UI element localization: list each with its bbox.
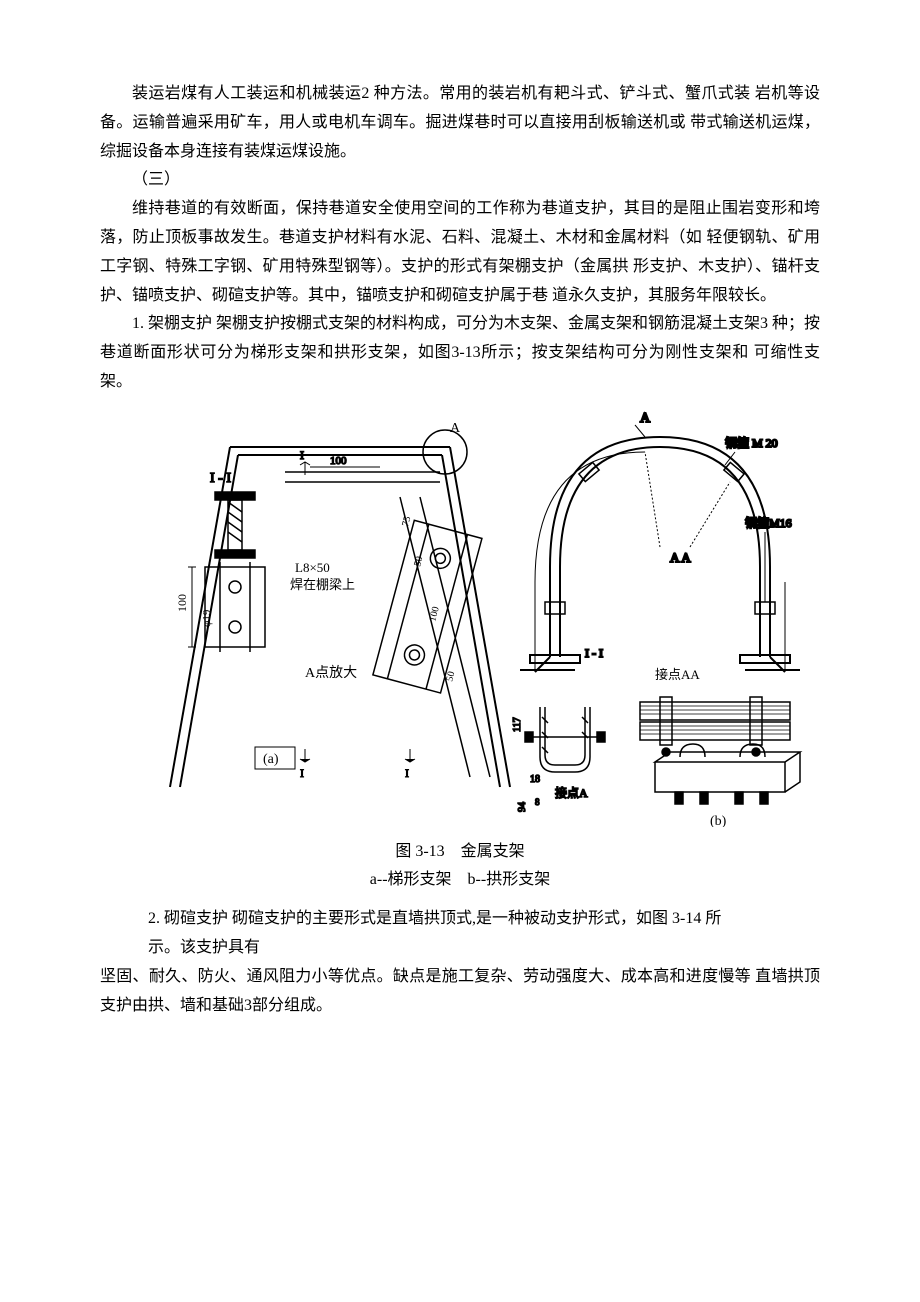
paragraph-loading-transport: 装运岩煤有人工装运和机械装运2 种方法。常用的装岩机有耙斗式、铲斗式、蟹爪式装 … <box>100 80 820 166</box>
label-dim-50b: 50 <box>444 670 457 683</box>
label-117: 117 <box>512 717 523 732</box>
section-I-I-detail: I - I <box>205 471 265 652</box>
label-b: (b) <box>710 814 727 827</box>
label-AA: A A <box>670 550 691 565</box>
detail-joint-A: 117 18 接点A 94 8 <box>512 707 605 812</box>
label-m16: 钢箍M16 <box>745 515 792 530</box>
label-section-II: I - I <box>210 471 231 486</box>
label-a-detail: A点放大 <box>305 665 357 681</box>
label-dim-75: 75 <box>400 515 413 528</box>
label-dim-100-left: 100 <box>175 594 189 612</box>
section-marker-three: （三） <box>100 166 820 195</box>
list-item-masonry-line1: 2. 砌碹支护 砌碹支护的主要形式是直墙拱顶式,是一种被动支护形式，如图 3-1… <box>100 905 820 934</box>
beam-top-detail: I 100 <box>285 448 440 482</box>
arch-frame: A <box>520 411 800 672</box>
label-joint-a-text: 接点A <box>555 785 588 800</box>
label-94: 94 <box>517 802 528 812</box>
a-point-detail <box>373 497 490 777</box>
paragraph-masonry-detail: 坚固、耐久、防火、通风阻力小等优点。缺点是施工复杂、劳动强度大、成本高和进度慢等… <box>100 963 820 1021</box>
label-weld-note: 焊在棚梁上 <box>290 577 355 592</box>
dim-100-left <box>188 567 196 647</box>
figure-caption-line1: 图 3-13 金属支架 <box>100 838 820 867</box>
label-8: 8 <box>535 797 540 807</box>
paragraph-tunnel-support: 维持巷道的有效断面，保持巷道安全使用空间的工作称为巷道支护，其目的是阻止围岩变形… <box>100 195 820 310</box>
label-joint-aa: 接点AA <box>655 667 700 682</box>
label-I-top: I <box>300 448 304 462</box>
figure-3-13-diagram: A I - I <box>110 407 810 838</box>
label-L8x50: L8×50 <box>295 560 330 575</box>
label-II-arch: I - I <box>585 646 603 660</box>
label-dim-50a: 50 <box>412 555 425 568</box>
detail-side-assembly <box>640 697 790 756</box>
label-a: (a) <box>263 752 279 767</box>
label-A-arch: A <box>640 411 651 426</box>
label-I-bottom2: I <box>405 766 409 780</box>
figure-caption-line2: a--梯形支架 b--拱形支架 <box>100 866 820 895</box>
figure-3-13-container: A I - I <box>100 407 820 895</box>
label-18: 18 <box>530 774 540 785</box>
detail-clamp-3d <box>655 744 800 804</box>
label-phi19: φ19 <box>201 609 213 627</box>
angle-detail: L8×50 焊在棚梁上 <box>290 560 355 592</box>
list-item-frame-support: 1. 架棚支护 架棚支护按棚式支架的材料构成，可分为木支架、金属支架和钢筋混凝土… <box>100 310 820 396</box>
label-I-bottom: I <box>300 766 304 780</box>
list-item-masonry-line2: 示。该支护具有 <box>100 934 820 963</box>
label-dim-100-slant: 100 <box>427 605 442 622</box>
label-dim-100-beam: 100 <box>330 455 347 467</box>
label-A-mark: A <box>450 421 461 436</box>
label-m20: 钢箍 M 20 <box>725 435 778 450</box>
